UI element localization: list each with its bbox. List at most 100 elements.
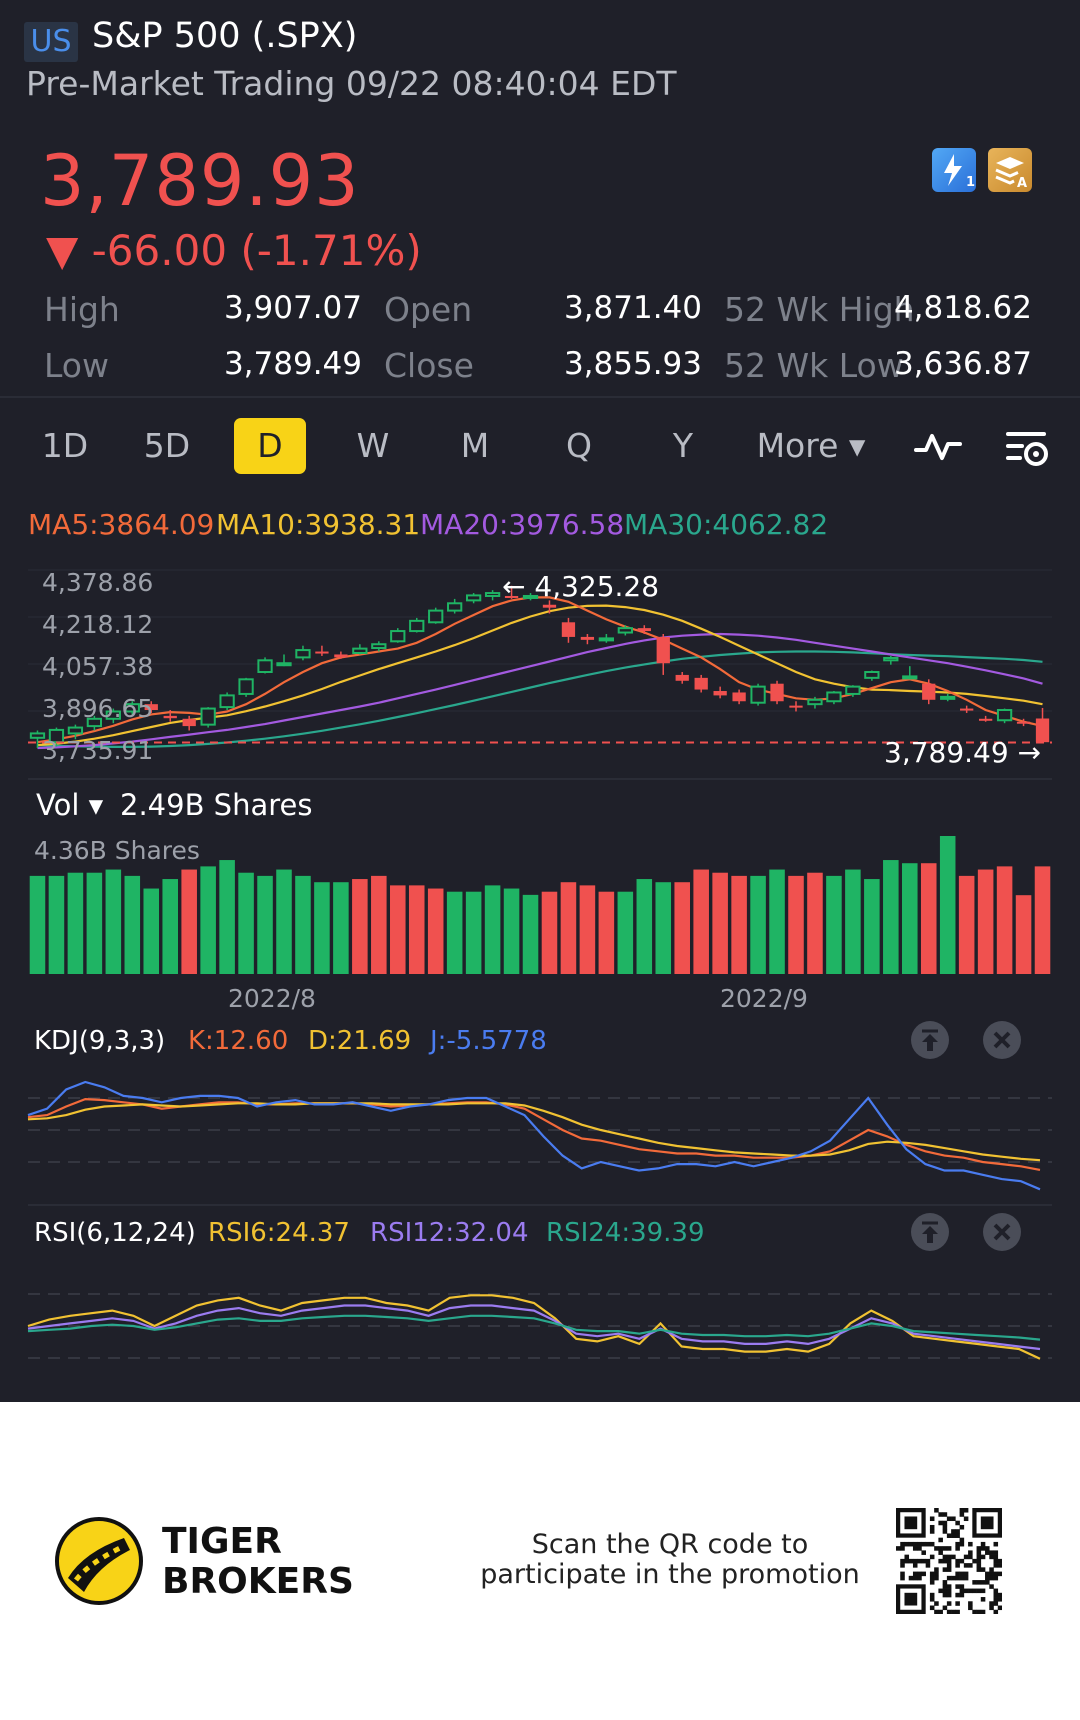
volume-bar [826,875,842,974]
kdj-chart[interactable] [0,1060,1080,1200]
qr-module [946,1592,952,1598]
volume-bar [845,869,861,974]
qr-module [938,1609,943,1614]
qr-module [985,1550,990,1555]
j-line [27,1080,1041,1191]
qr-module [963,1508,969,1513]
qr-module [963,1563,969,1568]
candle-body [257,659,273,674]
close-icon[interactable] [982,1020,1022,1064]
qr-module [942,1592,948,1598]
candlestick-chart[interactable] [0,556,1080,780]
qr-code[interactable] [896,1508,1002,1614]
candle-body [770,683,784,702]
qr-module [980,1567,986,1572]
lightning-1-icon[interactable]: 1 [932,148,976,192]
tab-weekly[interactable]: W [356,426,390,465]
qr-module [917,1541,922,1547]
candle-body [1035,718,1050,743]
volume-bar [655,882,672,974]
qr-module [900,1575,905,1581]
qr-module [989,1567,994,1572]
qr-module [942,1524,948,1530]
qr-module [989,1575,994,1581]
qr-finder [904,1516,918,1530]
divider [0,396,1080,398]
rsi6-line [27,1294,1041,1360]
tab-more-dropdown[interactable]: More ▾ [756,426,866,465]
qr-module [929,1605,935,1611]
tab-1d[interactable]: 1D [41,426,89,465]
low-label: Low [44,346,109,385]
y-axis-label: 3,896.65 [42,694,154,723]
k-line [27,1097,1041,1171]
tab-yearly[interactable]: Y [672,426,694,465]
candle-body [371,643,387,650]
pin-top-icon[interactable] [910,1212,950,1256]
candle-body [295,649,311,659]
wave-indicator-icon[interactable] [912,426,964,470]
qr-module [951,1516,956,1522]
candle-body [883,656,899,662]
qr-module [908,1558,914,1564]
qr-module [938,1550,943,1555]
chart-settings-icon[interactable] [1004,426,1052,474]
qr-module [959,1524,965,1530]
qr-module [938,1546,943,1551]
rsi24-value: RSI24:39.39 [546,1218,705,1248]
ma20-line [37,632,1043,750]
qr-module [946,1567,952,1572]
qr-module [993,1563,999,1568]
candle-body [504,595,519,598]
qr-module [934,1601,939,1606]
qr-module [955,1609,960,1614]
qr-module [942,1554,948,1560]
arrow-right-icon: → [1008,736,1042,769]
close-icon[interactable] [982,1212,1022,1256]
layers-a-icon[interactable]: A [988,148,1032,192]
volume-selector[interactable]: Vol ▾ [36,788,104,822]
candle-body [940,695,956,700]
volume-bar [750,875,766,974]
y-axis-label: 4,057.38 [42,652,154,681]
candle-body [864,671,880,679]
tab-quarterly[interactable]: Q [566,426,592,465]
volume-bar [920,863,937,974]
qr-module [989,1601,994,1606]
pin-top-icon[interactable] [910,1020,950,1064]
qr-module [963,1571,969,1577]
qr-module [980,1609,986,1614]
volume-bar [674,882,690,974]
qr-module [989,1605,994,1611]
qr-module [951,1575,956,1581]
volume-bar [219,860,235,974]
tab-monthly[interactable]: M [460,426,490,465]
tab-daily[interactable]: D [234,418,306,474]
volume-bar [731,875,747,974]
volume-bar [257,875,273,974]
qr-module [921,1550,926,1555]
rsi6-value: RSI6:24.37 [208,1218,350,1248]
qr-module [997,1592,1002,1598]
qr-module [997,1605,1002,1611]
volume-chart[interactable] [0,830,1080,976]
rsi-chart[interactable] [0,1256,1080,1396]
qr-module [929,1516,935,1522]
candle-body [845,685,861,695]
volume-bar [200,866,216,974]
qr-module [908,1575,914,1581]
qr-module [908,1541,914,1547]
qr-module [942,1588,948,1594]
volume-bar [996,866,1013,974]
qr-module [938,1520,943,1526]
qr-module [972,1588,977,1594]
volume-bar [883,860,899,974]
candle-body [105,710,121,720]
qr-module [938,1512,943,1517]
x-axis-label: 2022/9 [720,984,808,1013]
wk52-high-value: 4,818.62 [893,290,1032,326]
volume-bar [769,869,785,974]
tab-5d[interactable]: 5D [143,426,191,465]
qr-module [955,1592,960,1598]
qr-module [925,1563,931,1568]
